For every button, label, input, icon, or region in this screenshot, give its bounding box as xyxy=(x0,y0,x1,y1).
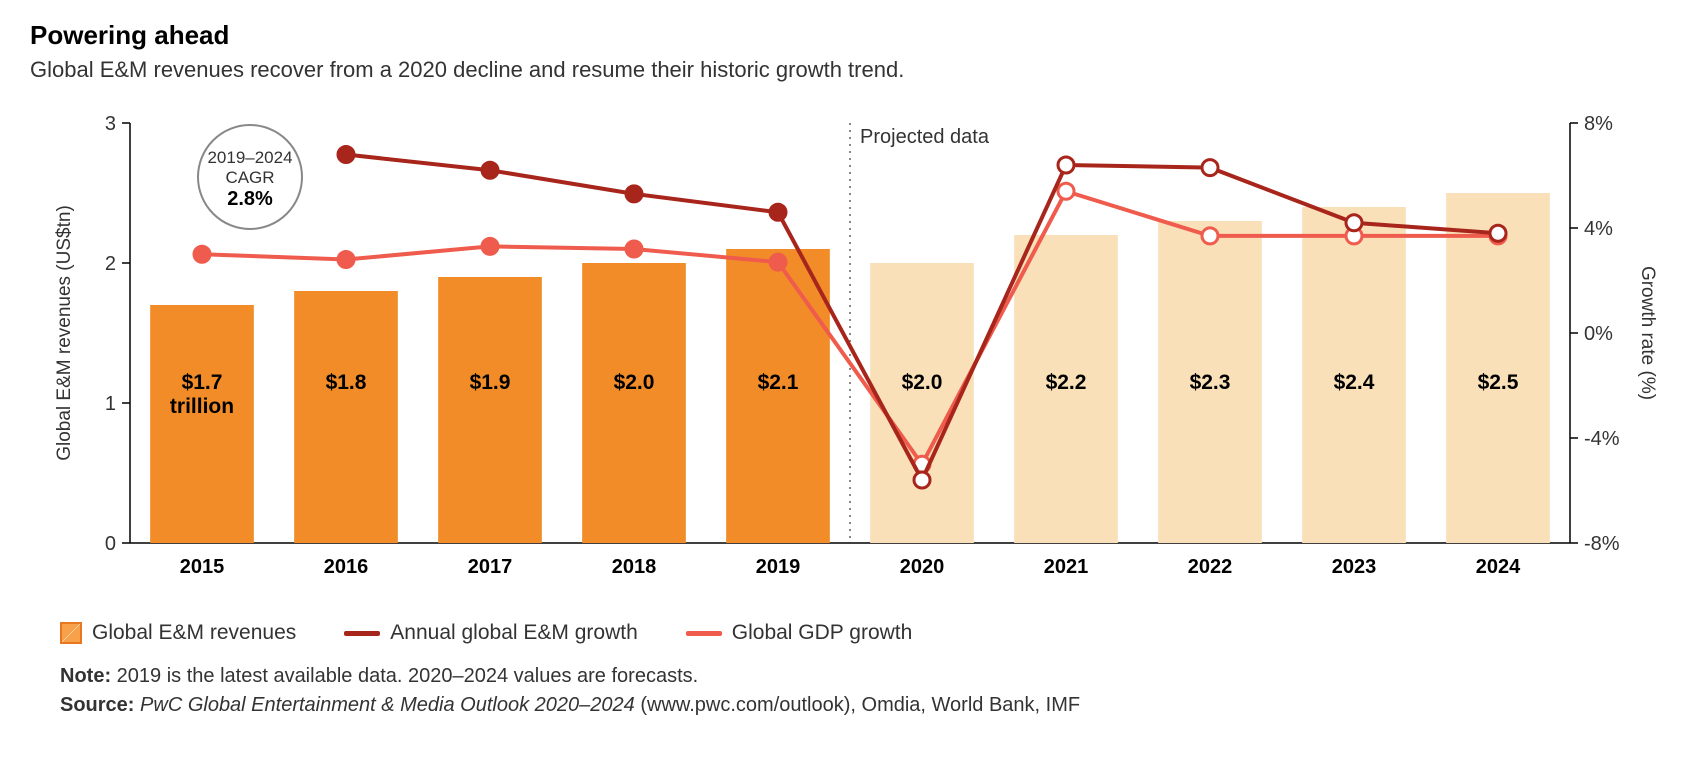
legend-item-gdp-growth: Global GDP growth xyxy=(686,621,913,645)
em-growth-marker xyxy=(1490,225,1506,241)
em-growth-marker xyxy=(626,186,642,202)
svg-text:2024: 2024 xyxy=(1476,556,1521,578)
footnote-note: Note: 2019 is the latest available data.… xyxy=(60,665,1669,688)
svg-text:2: 2 xyxy=(105,253,116,275)
svg-text:8%: 8% xyxy=(1584,113,1613,135)
svg-text:Growth rate (%): Growth rate (%) xyxy=(1637,266,1658,400)
svg-text:$2.2: $2.2 xyxy=(1046,371,1087,394)
bar xyxy=(438,277,542,543)
gdp-growth-marker xyxy=(770,254,786,270)
bar xyxy=(1446,193,1550,543)
chart-title: Powering ahead xyxy=(30,20,1669,51)
svg-text:CAGR: CAGR xyxy=(225,168,274,187)
gdp-growth-marker xyxy=(1202,228,1218,244)
svg-text:1: 1 xyxy=(105,393,116,415)
chart-subtitle: Global E&M revenues recover from a 2020 … xyxy=(30,57,1669,83)
svg-text:4%: 4% xyxy=(1584,218,1613,240)
svg-text:$2.0: $2.0 xyxy=(614,371,655,394)
bar xyxy=(294,291,398,543)
legend-item-em-growth: Annual global E&M growth xyxy=(344,621,637,645)
legend-swatch-revenues xyxy=(60,622,82,644)
bar xyxy=(726,249,830,543)
svg-text:trillion: trillion xyxy=(170,395,234,418)
legend: Global E&M revenues Annual global E&M gr… xyxy=(60,621,1669,645)
note-text: 2019 is the latest available data. 2020–… xyxy=(117,665,699,687)
legend-label: Global E&M revenues xyxy=(92,621,296,645)
bar xyxy=(582,263,686,543)
svg-text:2023: 2023 xyxy=(1332,556,1377,578)
svg-text:2018: 2018 xyxy=(612,556,657,578)
svg-text:2021: 2021 xyxy=(1044,556,1089,578)
gdp-growth-marker xyxy=(1058,183,1074,199)
svg-text:$2.1: $2.1 xyxy=(758,371,799,394)
source-italic: PwC Global Entertainment & Media Outlook… xyxy=(140,694,635,716)
svg-text:2019: 2019 xyxy=(756,556,801,578)
svg-text:0%: 0% xyxy=(1584,323,1613,345)
chart-container: 0 1 2 3 -8% -4% 0% 4% 8% Global E&M revenues (US$… xyxy=(30,103,1670,603)
svg-text:$2.0: $2.0 xyxy=(902,371,943,394)
svg-text:2017: 2017 xyxy=(468,556,513,578)
svg-text:2.8%: 2.8% xyxy=(227,188,273,210)
em-growth-marker xyxy=(338,147,354,163)
em-growth-marker xyxy=(1058,157,1074,173)
legend-item-revenues: Global E&M revenues xyxy=(60,621,296,645)
bar xyxy=(150,305,254,543)
legend-label: Annual global E&M growth xyxy=(390,621,637,645)
gdp-growth-marker xyxy=(482,238,498,254)
source-prefix: Source: xyxy=(60,694,134,716)
legend-swatch-gdp-growth xyxy=(686,631,722,636)
legend-swatch-em-growth xyxy=(344,631,380,636)
svg-text:$2.3: $2.3 xyxy=(1190,371,1231,394)
svg-text:$1.7: $1.7 xyxy=(182,371,223,394)
svg-text:Global E&M revenues (US$tn): Global E&M revenues (US$tn) xyxy=(54,205,75,461)
svg-text:2016: 2016 xyxy=(324,556,369,578)
gdp-growth-marker xyxy=(626,241,642,257)
svg-text:$2.4: $2.4 xyxy=(1334,371,1375,394)
svg-text:$2.5: $2.5 xyxy=(1478,371,1519,394)
source-rest: (www.pwc.com/outlook), Omdia, World Bank… xyxy=(635,694,1080,716)
em-growth-marker xyxy=(1202,160,1218,176)
svg-text:2022: 2022 xyxy=(1188,556,1233,578)
em-growth-marker xyxy=(482,162,498,178)
svg-text:$1.9: $1.9 xyxy=(470,371,511,394)
gdp-growth-marker xyxy=(338,252,354,268)
em-growth-marker xyxy=(770,204,786,220)
svg-text:-4%: -4% xyxy=(1584,428,1620,450)
svg-text:$1.8: $1.8 xyxy=(326,371,367,394)
legend-label: Global GDP growth xyxy=(732,621,913,645)
em-growth-marker xyxy=(1346,215,1362,231)
svg-text:2015: 2015 xyxy=(180,556,225,578)
footnote-source: Source: PwC Global Entertainment & Media… xyxy=(60,694,1669,717)
svg-text:0: 0 xyxy=(105,533,116,555)
em-growth-marker xyxy=(914,472,930,488)
chart-svg: 0 1 2 3 -8% -4% 0% 4% 8% Global E&M revenues (US$… xyxy=(30,103,1670,603)
gdp-growth-marker xyxy=(194,246,210,262)
note-prefix: Note: xyxy=(60,665,111,687)
svg-text:2019–2024: 2019–2024 xyxy=(207,148,292,167)
svg-text:Projected data: Projected data xyxy=(860,126,990,148)
svg-text:3: 3 xyxy=(105,113,116,135)
svg-text:-8%: -8% xyxy=(1584,533,1620,555)
svg-text:2020: 2020 xyxy=(900,556,945,578)
